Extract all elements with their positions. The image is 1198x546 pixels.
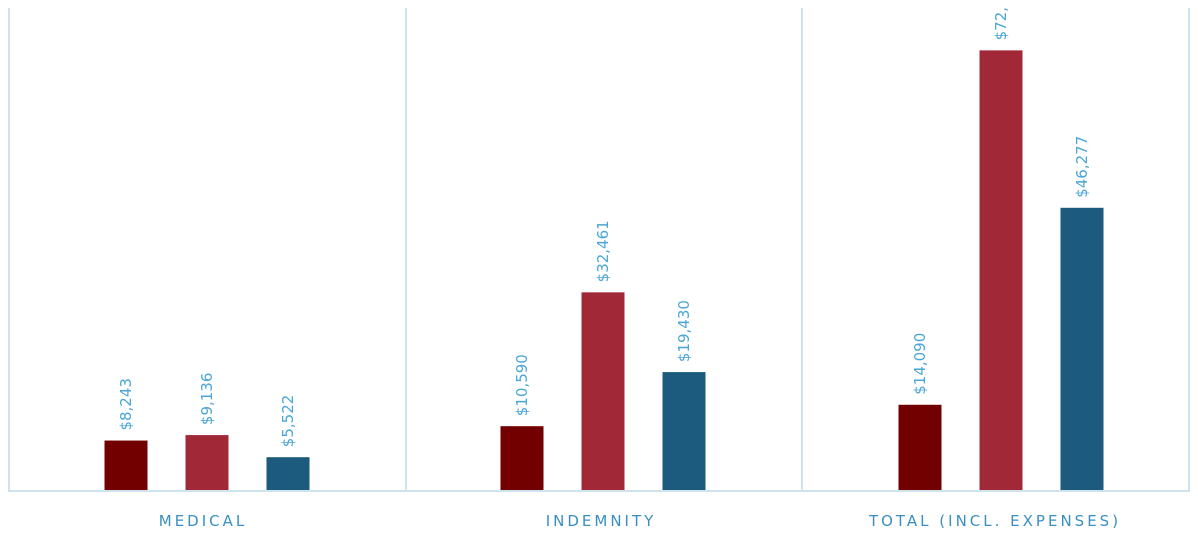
- bars: [104, 50, 1104, 492]
- bar-2-1: [500, 426, 544, 491]
- value-labels: $8,243 $10,590 $14,090 $9,136 $32,461 $72, $5,…: [117, 7, 1091, 447]
- bar-3-1: [898, 404, 942, 491]
- category-label-total: TOTAL (INCL. EXPENSES): [868, 512, 1121, 530]
- bar-2-3: [662, 372, 706, 491]
- bar-2-2: [581, 292, 625, 491]
- bar-1-3: [266, 457, 310, 491]
- bar-3-2: [979, 50, 1023, 492]
- value-label-3-3: $46,277: [1073, 136, 1091, 198]
- category-label-medical: MEDICAL: [159, 512, 248, 530]
- value-label-1-2: $9,136: [198, 373, 216, 426]
- value-label-2-3: $19,430: [675, 300, 693, 362]
- value-label-2-2: $32,461: [594, 220, 612, 282]
- value-label-1-3: $5,522: [279, 395, 297, 448]
- value-label-3-2: $72,: [992, 7, 1010, 40]
- value-label-3-1: $14,090: [911, 333, 929, 395]
- value-label-1-1: $8,243: [117, 378, 135, 431]
- bar-1-2: [185, 435, 229, 491]
- value-label-2-1: $10,590: [513, 354, 531, 416]
- bar-3-3: [1060, 207, 1104, 491]
- group-dividers: [8, 8, 1190, 491]
- category-label-indemnity: INDEMNITY: [546, 512, 657, 530]
- bar-1-1: [104, 440, 148, 491]
